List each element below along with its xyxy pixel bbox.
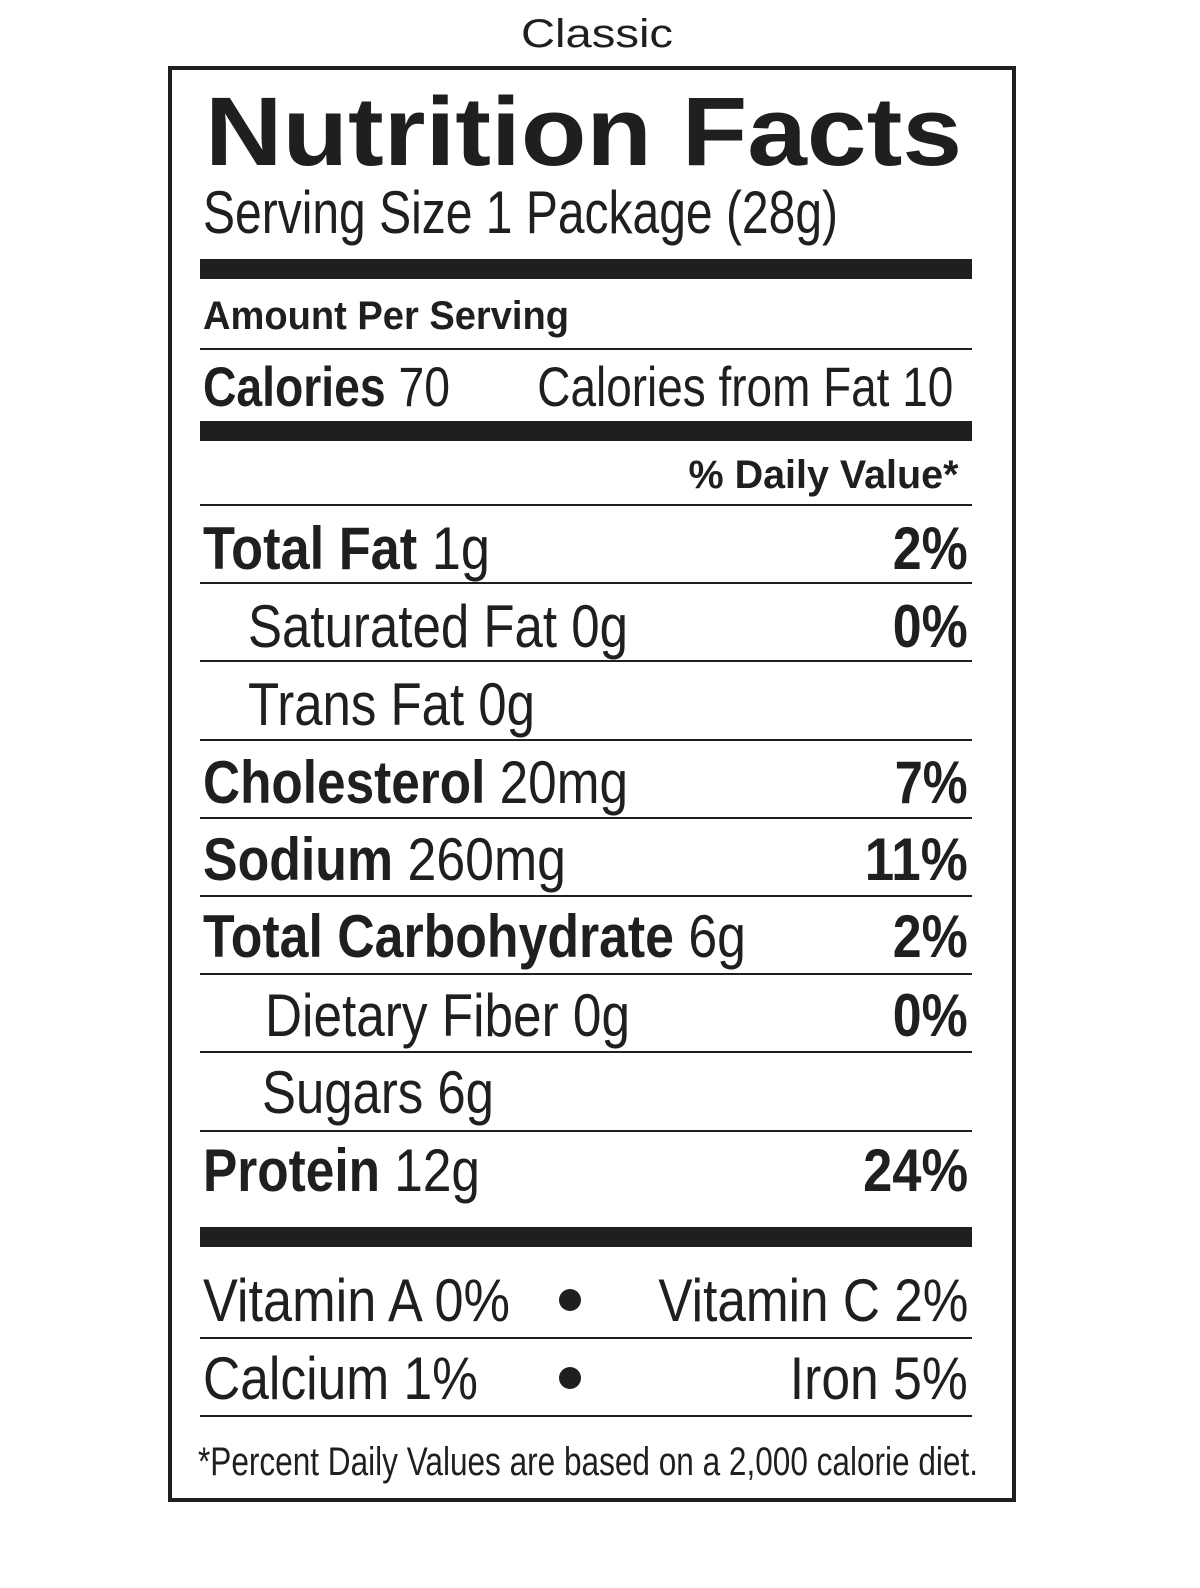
divider	[200, 348, 972, 350]
calcium: Calcium 1%	[203, 1345, 478, 1412]
nutrient-trans-fat: Trans Fat 0g	[248, 671, 535, 738]
dv-protein: 24%	[863, 1137, 968, 1204]
daily-value-header: % Daily Value*	[688, 453, 958, 497]
dv-saturated-fat: 0%	[893, 593, 968, 660]
bullet-icon	[559, 1367, 581, 1389]
thick-divider	[200, 421, 972, 441]
nutrient-dietary-fiber: Dietary Fiber 0g	[265, 982, 630, 1049]
divider	[200, 973, 972, 975]
dv-total-fat: 2%	[893, 515, 968, 582]
variant-title: Classic	[521, 12, 673, 56]
dv-sodium: 11%	[865, 826, 968, 893]
vitamin-a: Vitamin A 0%	[203, 1267, 510, 1334]
divider	[200, 1051, 972, 1053]
divider	[200, 1337, 972, 1339]
nutrient-sugars: Sugars 6g	[262, 1059, 494, 1126]
divider	[200, 739, 972, 741]
divider	[200, 504, 972, 506]
divider	[200, 1130, 972, 1132]
calories-value: 70	[398, 355, 450, 418]
vitamin-c: Vitamin C 2%	[658, 1267, 968, 1334]
nutrient-sodium: Sodium 260mg	[203, 826, 566, 893]
label-title: Nutrition Facts	[205, 77, 962, 186]
nutrient-protein: Protein 12g	[203, 1137, 480, 1204]
divider	[200, 1415, 972, 1417]
iron: Iron 5%	[790, 1345, 968, 1412]
nutrition-label-frame	[168, 66, 1016, 1502]
nutrient-total-carbohydrate: Total Carbohydrate 6g	[203, 903, 746, 970]
divider	[200, 895, 972, 897]
thick-divider	[200, 259, 972, 279]
nutrient-saturated-fat: Saturated Fat 0g	[248, 593, 628, 660]
serving-size: Serving Size 1 Package (28g)	[203, 179, 838, 246]
amount-per-serving: Amount Per Serving	[203, 294, 569, 338]
calories-row: Calories 70	[203, 359, 450, 415]
divider	[200, 582, 972, 584]
dv-cholesterol: 7%	[895, 749, 968, 816]
footnote: *Percent Daily Values are based on a 2,0…	[198, 1440, 978, 1484]
bullet-icon	[559, 1289, 581, 1311]
thick-divider	[200, 1227, 972, 1247]
divider	[200, 660, 972, 662]
calories-from-fat: Calories from Fat 10	[537, 355, 953, 418]
nutrient-cholesterol: Cholesterol 20mg	[203, 749, 628, 816]
dv-total-carbohydrate: 2%	[893, 903, 968, 970]
nutrient-total-fat: Total Fat 1g	[203, 515, 490, 582]
calories-label: Calories	[203, 355, 386, 418]
divider	[200, 817, 972, 819]
dv-dietary-fiber: 0%	[893, 982, 968, 1049]
